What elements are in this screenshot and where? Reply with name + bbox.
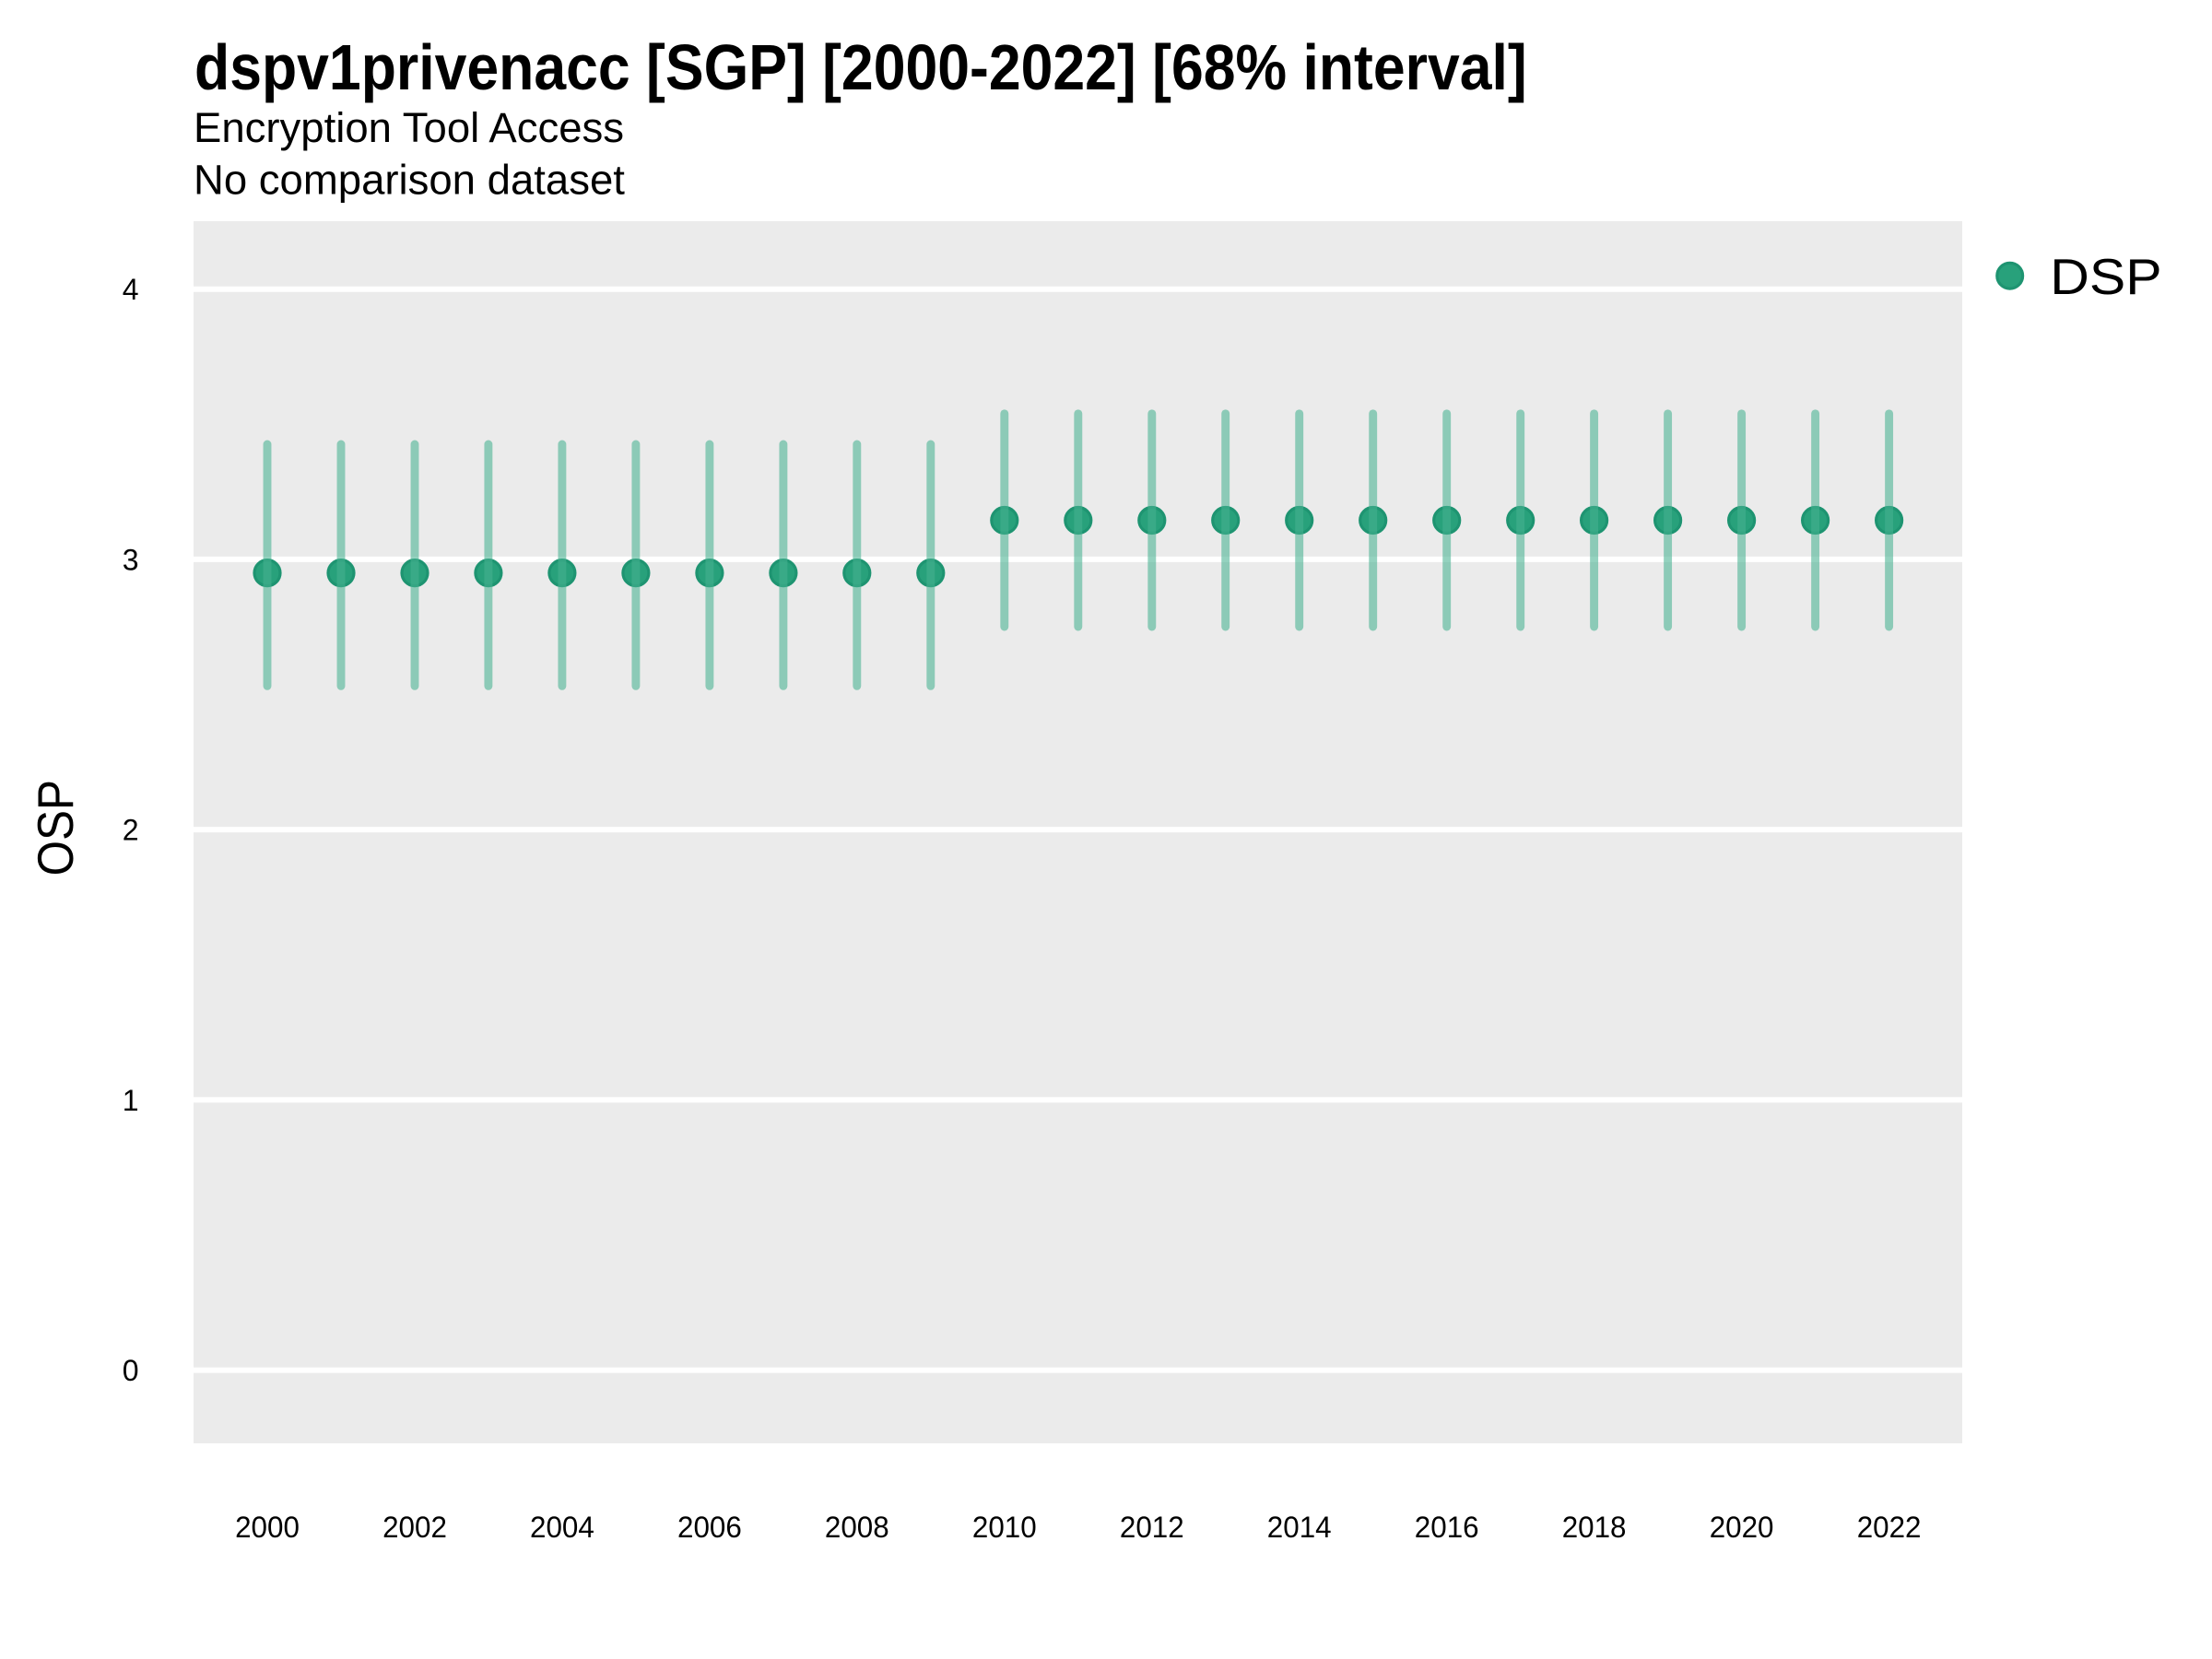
svg-text:2014: 2014 [1267, 1511, 1332, 1544]
svg-text:OSP: OSP [27, 780, 84, 876]
svg-text:2010: 2010 [972, 1511, 1037, 1544]
svg-text:No comparison dataset: No comparison dataset [194, 156, 625, 203]
svg-text:2020: 2020 [1710, 1511, 1774, 1544]
svg-text:2006: 2006 [677, 1511, 742, 1544]
svg-text:2012: 2012 [1120, 1511, 1184, 1544]
svg-text:4: 4 [123, 273, 139, 306]
svg-text:2022: 2022 [1857, 1511, 1922, 1544]
svg-text:dspv1privenacc [SGP] [2000-202: dspv1privenacc [SGP] [2000-2022] [68% in… [194, 31, 1527, 103]
svg-text:1: 1 [123, 1084, 139, 1117]
svg-text:2002: 2002 [382, 1511, 447, 1544]
svg-text:2004: 2004 [530, 1511, 594, 1544]
svg-text:DSP: DSP [2050, 248, 2161, 305]
svg-text:2018: 2018 [1562, 1511, 1627, 1544]
svg-text:2: 2 [123, 814, 139, 847]
svg-text:0: 0 [123, 1354, 139, 1387]
svg-text:Encryption Tool Access: Encryption Tool Access [194, 104, 624, 151]
svg-text:2016: 2016 [1415, 1511, 1479, 1544]
svg-text:2008: 2008 [825, 1511, 889, 1544]
svg-text:3: 3 [123, 543, 139, 576]
svg-text:2000: 2000 [235, 1511, 300, 1544]
